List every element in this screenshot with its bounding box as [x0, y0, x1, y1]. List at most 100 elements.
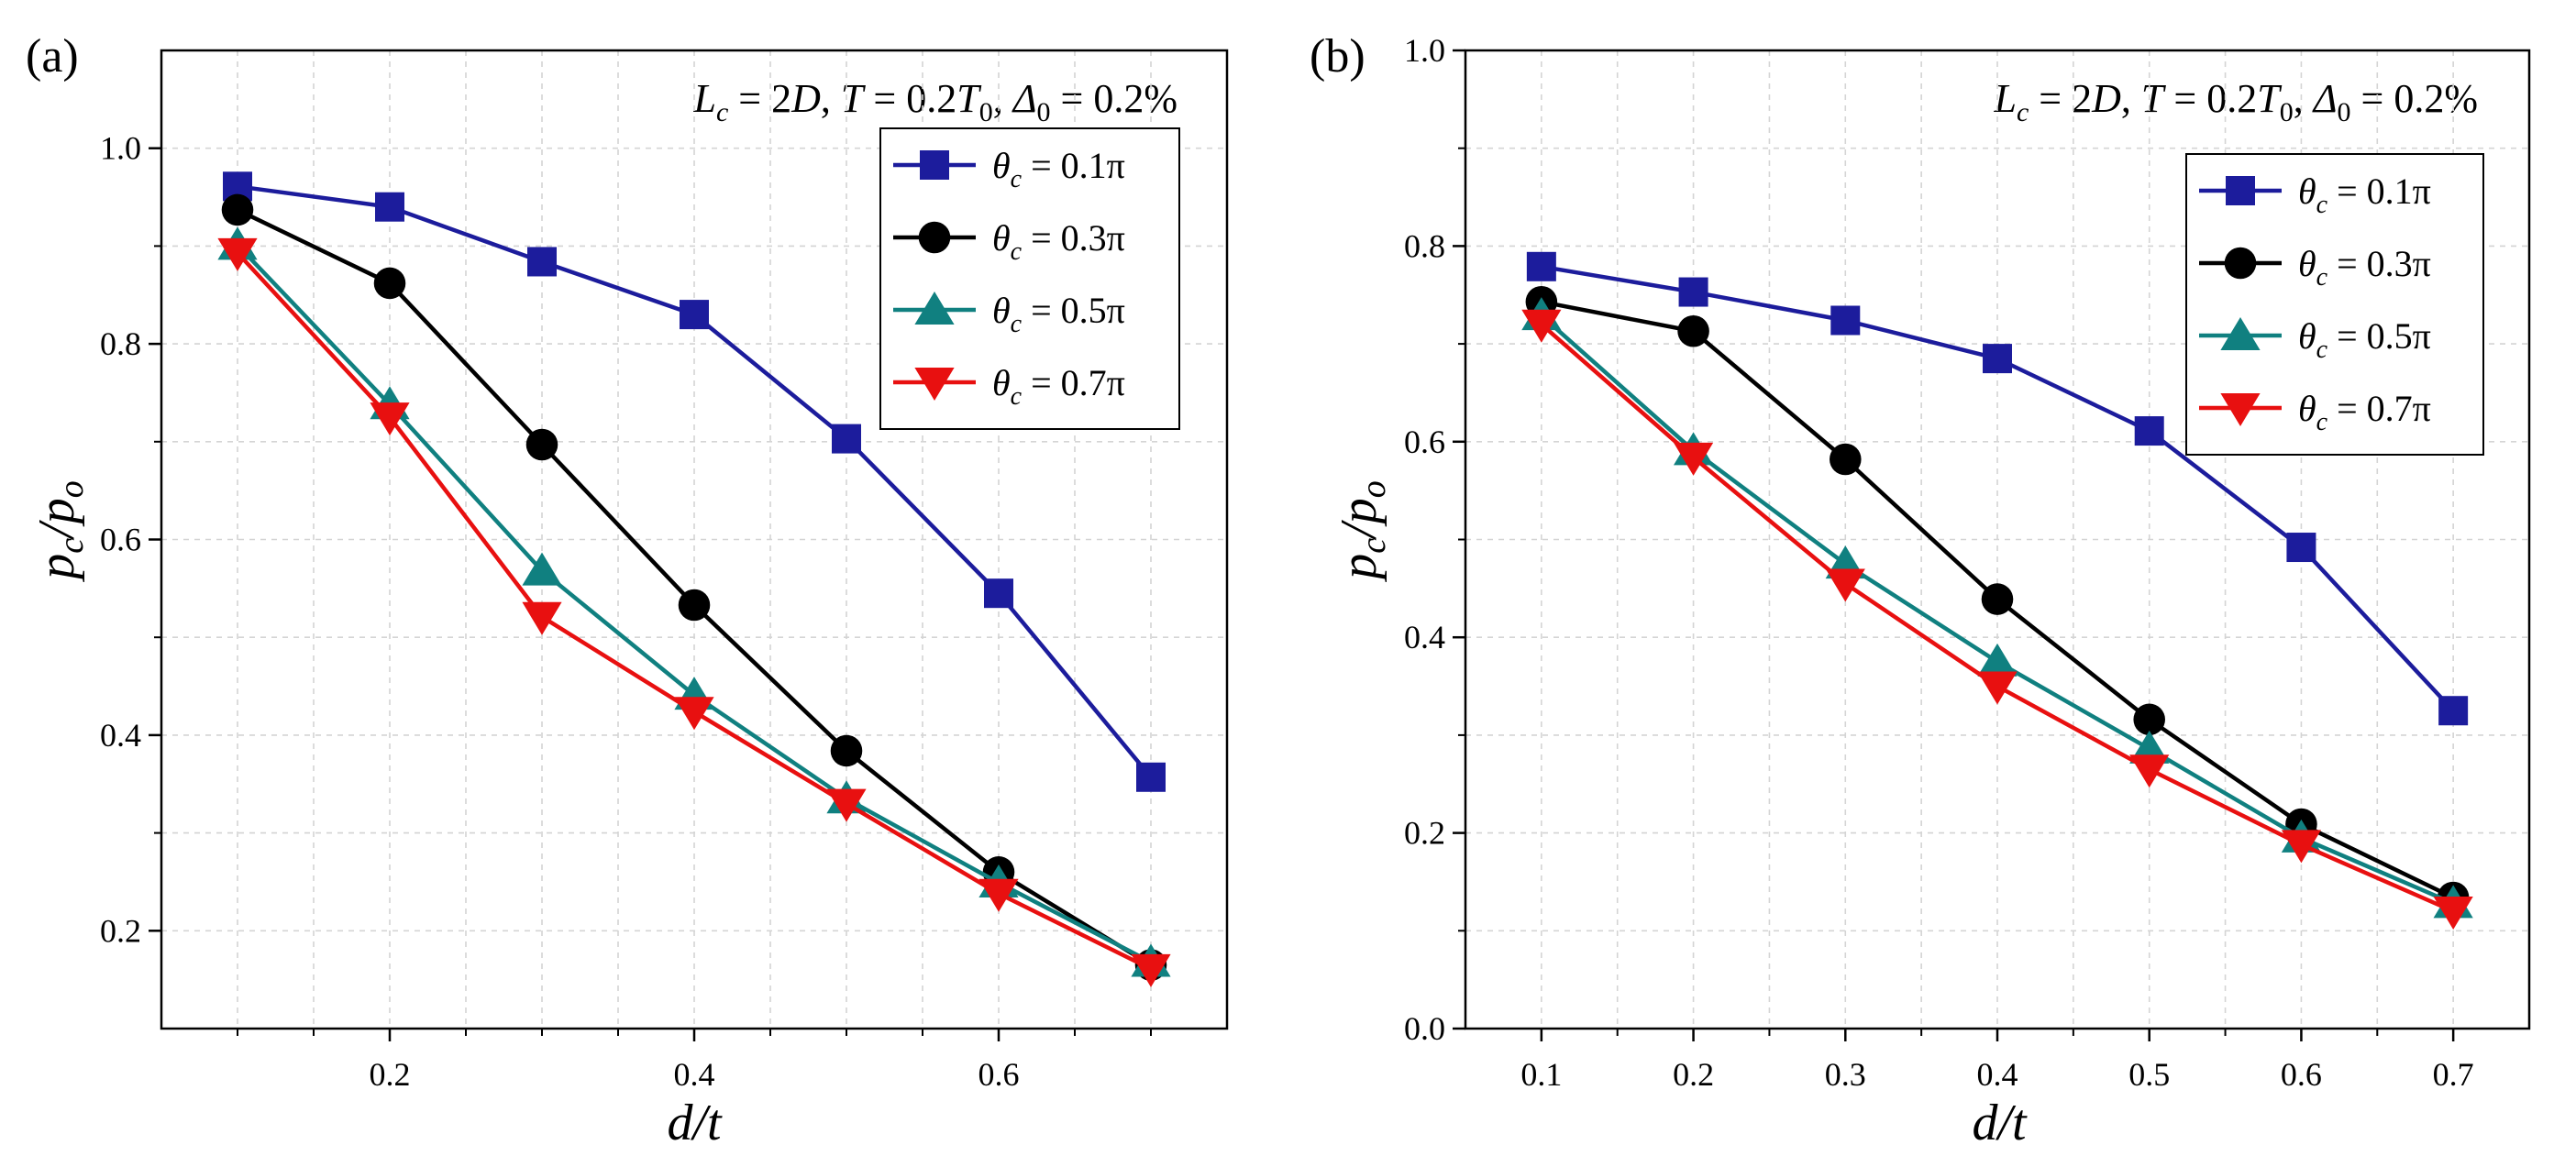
legend-value: = 0.5π: [1022, 290, 1125, 331]
panel-b-x-tick-label: 0.2: [1673, 1056, 1714, 1093]
panel-b-ylabel-slash: /p: [1331, 498, 1388, 541]
panel-a-grid: [161, 50, 1227, 1029]
panel-a-x-tick-label: 0.2: [370, 1056, 411, 1093]
legend-theta: θ: [992, 290, 1011, 331]
legend-theta: θ: [2298, 388, 2316, 429]
legend-value: = 0.7π: [1022, 362, 1125, 403]
panel-a-legend-marker-3: [914, 292, 955, 325]
panel-b-legend-marker-3: [2220, 317, 2261, 350]
panel-a-legend-label-4: θc = 0.7π: [992, 362, 1125, 411]
panel-a-y-tick-label: 0.8: [100, 325, 141, 362]
panel-a-legend-marker-4: [914, 368, 955, 401]
panel-b-series-4-point: [2129, 754, 2170, 788]
panel-a-y-tick-label: 0.6: [100, 522, 141, 558]
panel-b-y-tick-label: 0.4: [1404, 619, 1445, 655]
panel-b-ylabel-sub-c: c: [1354, 538, 1393, 554]
legend-value: = 0.1π: [1022, 145, 1125, 186]
panel-b-series-2-point: [2133, 703, 2165, 736]
panel-b-legend-marker-2: [2224, 247, 2257, 280]
panel-b-x-tick-label: 0.1: [1520, 1056, 1562, 1093]
panel-b-annot-eq3: = 0.2%: [2351, 76, 2478, 121]
panel-a-ylabel-sub-c: c: [52, 538, 91, 554]
panel-a-series-1-point: [375, 192, 404, 222]
panel-b-annot-comma1: ,: [2121, 76, 2141, 121]
panel-a-x-tick-label: 0.4: [674, 1056, 715, 1093]
legend-sub: c: [2316, 263, 2328, 292]
panel-b-ylabel-sub-o: o: [1354, 480, 1393, 498]
panel-b-x-tick-label: 0.3: [1825, 1056, 1866, 1093]
legend-value: = 0.1π: [2327, 171, 2431, 212]
panel-b-series-4-point: [2433, 896, 2473, 930]
panel-a-ylabel-slash: /p: [28, 498, 85, 541]
legend-value: = 0.7π: [2327, 388, 2431, 429]
panel-b-series-1-point: [1983, 344, 2012, 374]
panel-b-y-tick-label: 0.2: [1404, 815, 1445, 852]
panel-b-series-2-point: [1830, 443, 1862, 476]
legend-value: = 0.5π: [2327, 315, 2431, 357]
legend-theta: θ: [2298, 243, 2316, 284]
panel-b-series-4-point: [1977, 671, 2018, 705]
legend-sub: c: [2316, 408, 2328, 436]
panel-a-annot-T0: T: [956, 76, 982, 121]
panel-a-annot-T: T: [841, 76, 867, 121]
panel-b-grid: [1465, 50, 2529, 1029]
panel-b-x-tick-label: 0.6: [2281, 1056, 2322, 1093]
panel-a-annot-comma1: ,: [821, 76, 841, 121]
panel-b-annot-T0: T: [2257, 76, 2283, 121]
panel-b-annot-sub-delta: 0: [2338, 97, 2351, 127]
panel-a-series-1-point: [527, 247, 557, 277]
panel-a-series-3-point: [522, 552, 562, 586]
panel-b-y-tick-label: 0.8: [1404, 227, 1445, 264]
panel-a-series-1-point: [984, 578, 1013, 609]
panel-a-annot-L: L: [692, 76, 715, 121]
panel-a-legend-label-1: θc = 0.1π: [992, 145, 1125, 193]
panel-b-annot-eq1: = 2: [2029, 76, 2092, 121]
panel-b-y-tick-label: 1.0: [1404, 32, 1445, 69]
panel-b-legend-label-2: θc = 0.3π: [2298, 243, 2431, 292]
panel-b-annot-comma2: ,: [2294, 76, 2314, 121]
panel-a-y-tick-label: 0.2: [100, 912, 141, 949]
legend-sub: c: [1011, 165, 1023, 193]
panel-a-annot-eq2: = 0.2: [863, 76, 956, 121]
panel-b-series-1-point: [2286, 533, 2316, 563]
legend-sub: c: [2316, 191, 2328, 219]
panel-a-annot-sub-c: c: [716, 97, 728, 127]
panel-a-series-4-point: [826, 788, 867, 822]
panel-a-series-4-point: [1131, 953, 1171, 987]
panel-a-series-2-point: [678, 589, 711, 622]
panel-b-series-4-point: [1521, 309, 1562, 343]
panel-b-series-1: [1526, 251, 2469, 726]
panel-b-x-axis-title: d/t: [1972, 1095, 2028, 1151]
panel-a-series-1-point: [680, 300, 709, 330]
panel-a-legend-marker-1: [920, 150, 949, 180]
panel-b-ylabel-p: p: [1331, 554, 1388, 583]
panel-a-series-4-point: [978, 878, 1019, 912]
panel-b-annot-delta: Δ: [2312, 76, 2338, 121]
panel-a-legend-marker-2: [918, 221, 951, 254]
panel-a-series-1-point: [832, 424, 861, 454]
panel-b-annot-eq2: = 0.2: [2163, 76, 2257, 121]
panel-b-legend-label-3: θc = 0.5π: [2298, 315, 2431, 364]
panel-b-annot-sub-c: c: [2017, 97, 2029, 127]
panel-a-ylabel-sub-o: o: [52, 480, 91, 498]
panel-a-annot-eq3: = 0.2%: [1051, 76, 1177, 121]
panel-a-series-2-point: [830, 734, 863, 767]
panel-a-x-axis-title: d/t: [667, 1095, 723, 1151]
panel-a-series-1: [223, 171, 1166, 792]
panel-b-series-1-point: [2134, 416, 2164, 446]
panel-a-label: (a): [26, 30, 79, 83]
panel-b-series-4-point: [1825, 568, 1865, 602]
panel-b-series-2-point: [1981, 583, 2014, 615]
panel-b-legend-marker-4: [2220, 393, 2261, 426]
panel-b-annot-D: D: [2091, 76, 2121, 121]
panel-b-annot-T: T: [2141, 76, 2167, 121]
legend-theta: θ: [992, 362, 1011, 403]
panel-b-series-4-point: [2281, 830, 2322, 864]
panel-b-series-1-point: [1830, 305, 1861, 336]
panel-b-y-tick-label: 0.0: [1404, 1010, 1445, 1047]
legend-theta: θ: [992, 217, 1011, 259]
panel-b-legend-label-1: θc = 0.1π: [2298, 171, 2431, 219]
legend-theta: θ: [2298, 171, 2316, 212]
panel-b-y-axis-title: pc/po: [1331, 480, 1393, 582]
